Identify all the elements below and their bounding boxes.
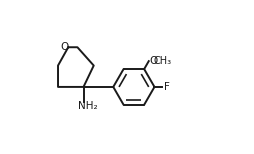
Text: O: O bbox=[60, 42, 69, 52]
Text: NH₂: NH₂ bbox=[77, 101, 97, 111]
Text: F: F bbox=[164, 82, 169, 92]
Text: O: O bbox=[150, 56, 158, 66]
Text: CH₃: CH₃ bbox=[154, 56, 172, 66]
